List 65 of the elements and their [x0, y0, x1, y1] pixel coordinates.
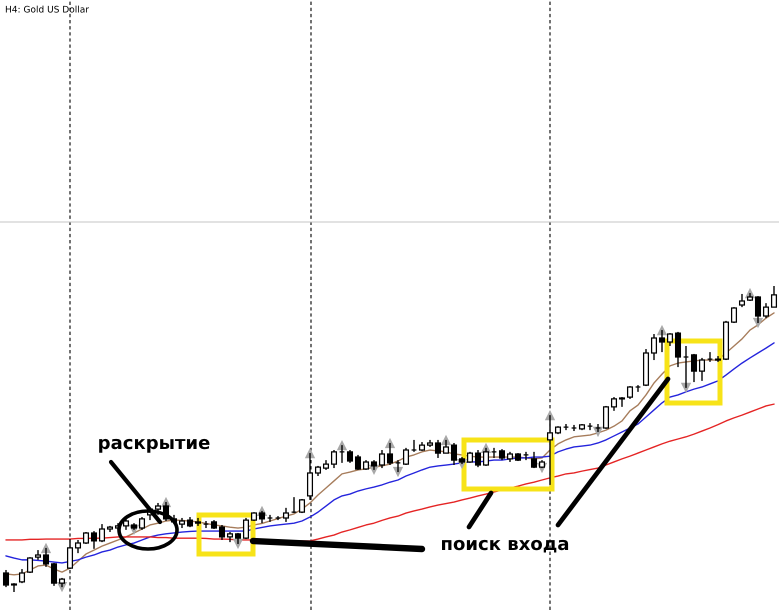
candlestick [626, 385, 634, 400]
candlestick [98, 523, 106, 543]
candlestick [658, 329, 666, 353]
candlestick [450, 442, 458, 466]
candlestick [58, 577, 66, 588]
candlestick [346, 449, 354, 464]
candlestick [650, 333, 658, 361]
candlestick [674, 331, 682, 368]
candlestick [682, 345, 690, 389]
candlestick [226, 531, 234, 543]
candlestick [122, 517, 130, 531]
candlestick [26, 556, 34, 574]
annotation: раскрытие [99, 438, 210, 453]
candlestick [34, 549, 42, 561]
candlestick [354, 454, 362, 471]
candlestick [466, 451, 474, 464]
candlestick [42, 547, 50, 568]
candlestick [602, 405, 610, 430]
candlestick [706, 351, 714, 363]
chart-title: H4: Gold US Dollar [6, 6, 90, 13]
candlestick [482, 447, 490, 467]
candlestick [770, 285, 778, 308]
candlestick [338, 444, 346, 464]
candlestick [386, 442, 394, 466]
candlestick [2, 569, 10, 588]
candlestick [530, 451, 538, 469]
candlestick [402, 447, 410, 466]
candlestick [18, 568, 26, 584]
candlestick [186, 516, 194, 528]
candlestick [610, 396, 618, 412]
candlestick [762, 302, 770, 319]
candlestick [546, 414, 554, 486]
candlestick [434, 439, 442, 459]
candlestick [282, 507, 290, 523]
candlestick [490, 447, 498, 459]
candlestick [242, 517, 250, 540]
candlestick [690, 353, 698, 383]
candlestick [138, 516, 146, 531]
candlestick [378, 449, 386, 469]
candlestick [410, 439, 418, 453]
candlestick [498, 448, 506, 461]
candlestick [698, 357, 706, 382]
candlestick [506, 451, 514, 463]
candlestick [322, 459, 330, 471]
candlestick [218, 524, 226, 541]
candlestick [330, 449, 338, 469]
candlestick [298, 498, 306, 514]
candlestick [394, 459, 402, 473]
candlestick [314, 465, 322, 477]
candlestick [258, 510, 266, 524]
candlestick [50, 562, 58, 587]
candlestick [730, 306, 738, 324]
candlestick [362, 459, 370, 471]
candlestick [82, 531, 90, 545]
candlestick [290, 496, 298, 514]
candlestick [666, 332, 674, 347]
annotation: поиск входа [442, 540, 568, 552]
candlestick [74, 539, 82, 554]
candlestick [738, 293, 746, 308]
candlestick [474, 449, 482, 468]
candlestick [442, 439, 450, 454]
candlestick [618, 396, 626, 408]
candlestick [370, 459, 378, 471]
candlestick [90, 530, 98, 550]
candlestick [754, 295, 762, 324]
